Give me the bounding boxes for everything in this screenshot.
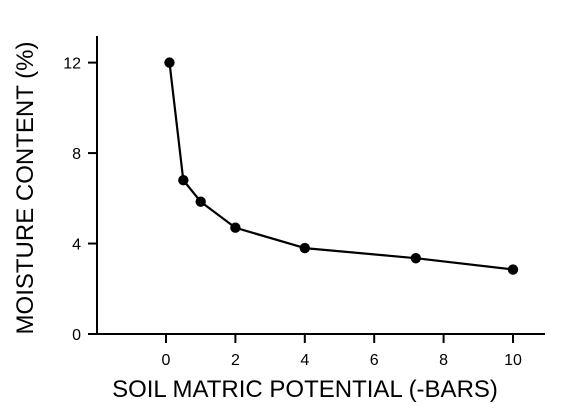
y-tick-label: 12 [63,56,81,73]
data-point [410,253,422,264]
x-ticks: 0 2 4 6 8 10 [162,334,522,369]
x-tick-label: 6 [370,352,379,369]
data-point [507,264,519,275]
data-point [195,196,206,207]
x-tick-label: 10 [504,352,522,369]
x-tick-label: 2 [231,352,240,369]
x-axis-title: SOIL MATRIC POTENTIAL (-BARS) [112,376,498,403]
series-group [164,57,519,275]
x-tick-label: 8 [439,352,448,369]
data-point [164,57,175,68]
data-point [230,222,241,233]
data-point [178,175,189,186]
y-tick-label: 4 [72,237,81,254]
data-point [299,242,310,254]
axes [96,36,545,335]
y-ticks: 0 4 8 12 [63,56,97,344]
y-tick-label: 8 [72,146,81,163]
x-tick-label: 4 [300,352,309,369]
series-line [168,61,515,271]
y-tick-label: 0 [72,327,81,344]
x-tick-label: 0 [162,352,171,369]
y-axis-title: MOISTURE CONTENT (%) [12,42,39,335]
